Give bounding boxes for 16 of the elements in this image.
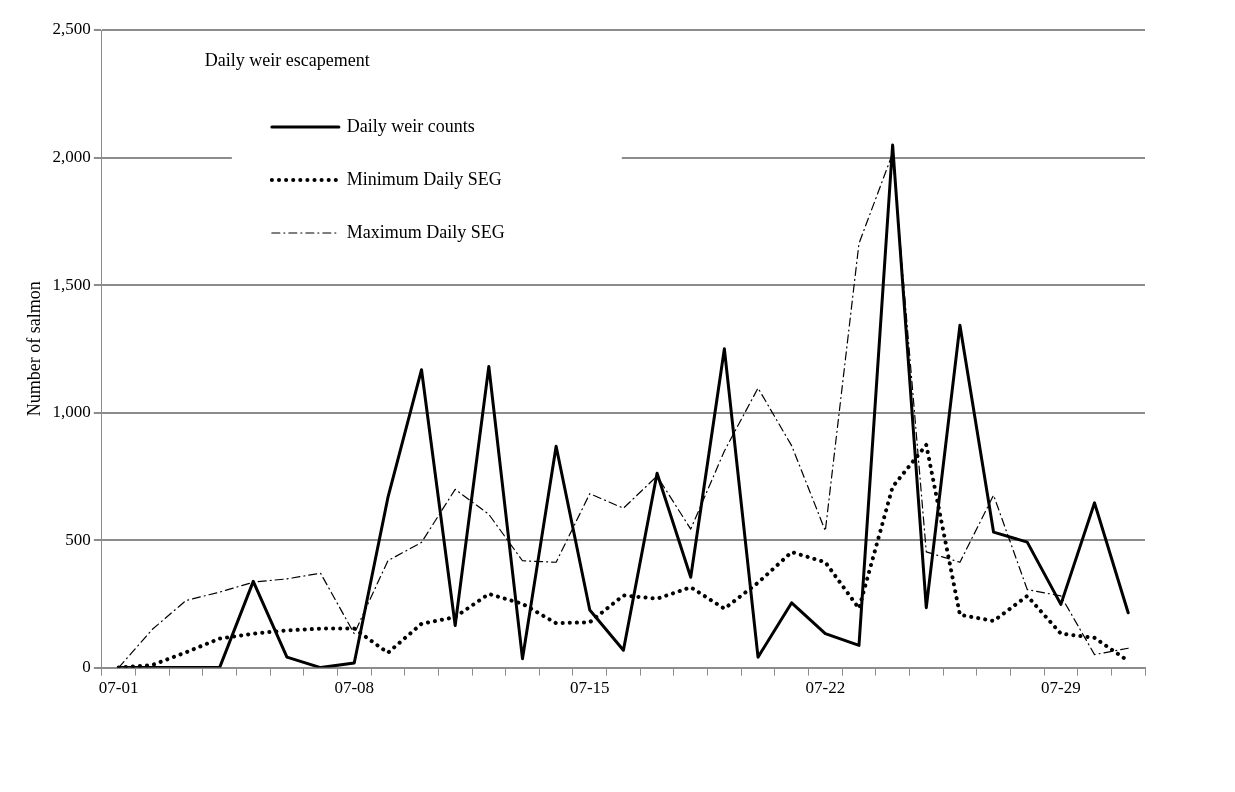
y-tick-label: 2,000 — [52, 146, 91, 166]
legend-label: Minimum Daily SEG — [346, 168, 502, 189]
y-tick-label: 2,500 — [52, 19, 91, 39]
x-tick-label: 07-22 — [805, 678, 846, 698]
x-tick-label: 07-29 — [1041, 678, 1081, 698]
x-tick-label: 07-01 — [98, 678, 139, 698]
x-tick-label: 07-08 — [334, 678, 375, 698]
legend-label: Maximum Daily SEG — [346, 221, 505, 242]
y-tick-label: 500 — [65, 529, 91, 549]
x-tick-label: 07-15 — [569, 678, 610, 698]
y-tick-label: 0 — [82, 657, 91, 677]
y-axis-title: Number of salmon — [23, 281, 44, 417]
legend-label: Daily weir counts — [346, 115, 475, 136]
y-tick-label: 1,500 — [52, 274, 91, 294]
text: Daily weir escapement — [204, 49, 370, 70]
y-tick-label: 1,000 — [52, 402, 91, 422]
